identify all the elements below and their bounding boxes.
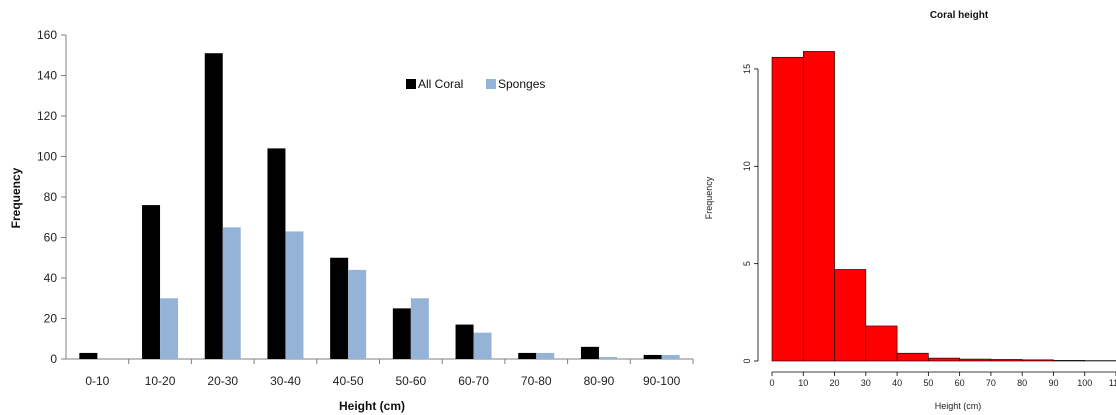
- bar-all-coral-90-100: [643, 354, 662, 359]
- histogram-bar-0-10: [771, 56, 804, 362]
- left-x-tick-label: 50-60: [395, 374, 426, 388]
- right-x-tick-label: 90: [1048, 378, 1058, 388]
- bar-all-coral-50-60: [392, 308, 411, 359]
- right-x-tick-label: 60: [955, 378, 965, 388]
- histogram-bar-60-70: [959, 358, 992, 362]
- bar-all-coral-0-10: [79, 352, 98, 359]
- histogram-chart: Coral height 0 5 10 15 0 10 20 30 40 50 60 70 80 90 10…: [704, 10, 1116, 411]
- bar-all-coral-30-40: [267, 148, 286, 359]
- left-x-tick-label: 60-70: [458, 374, 489, 388]
- left-x-tick-label: 10-20: [145, 374, 176, 388]
- right-axes: [754, 68, 1116, 376]
- left-x-axis-label: Height (cm): [339, 399, 405, 413]
- bar-all-coral-70-80: [518, 352, 537, 359]
- right-y-tick-label: 10: [742, 161, 752, 171]
- bar-all-coral-20-30: [204, 53, 223, 359]
- left-y-tick-label: 0: [50, 352, 57, 366]
- bar-sponges-50-60: [410, 298, 429, 359]
- left-y-tick-label: 160: [37, 28, 57, 42]
- bar-sponges-80-90: [598, 356, 617, 359]
- bar-all-coral-40-50: [330, 257, 349, 359]
- bar-sponges-10-20: [160, 298, 179, 359]
- right-x-axis-label: Height (cm): [935, 401, 982, 411]
- left-tick-labels: 0 20 40 60 80 100 120 140 160 0-10 10-20 20-30 30-40…: [37, 28, 681, 388]
- bar-sponges-40-50: [348, 269, 367, 359]
- right-x-tick-label: 80: [1017, 378, 1027, 388]
- left-y-tick-label: 60: [44, 231, 58, 245]
- bar-all-coral-10-20: [142, 205, 161, 359]
- histogram-bar-70-80: [990, 359, 1023, 362]
- bar-all-coral-60-70: [455, 324, 474, 359]
- right-bars: [771, 51, 1116, 362]
- right-chart-title: Coral height: [930, 10, 989, 21]
- histogram-bar-50-60: [928, 357, 960, 362]
- left-x-tick-label: 30-40: [270, 374, 301, 388]
- histogram-bar-10-20: [802, 51, 835, 362]
- legend: All Coral Sponges: [406, 77, 545, 91]
- bar-sponges-30-40: [285, 231, 304, 359]
- right-y-axis-label: Frequency: [704, 176, 714, 219]
- legend-swatch-all-coral: [406, 79, 416, 89]
- legend-swatch-sponges: [486, 79, 496, 89]
- right-tick-labels: 0 5 10 15 0 10 20 30 40 50 60 70 80 90 100 110: [742, 64, 1116, 388]
- right-x-tick-label: 70: [986, 378, 996, 388]
- left-y-tick-label: 80: [44, 190, 58, 204]
- right-x-tick-label: 50: [923, 378, 933, 388]
- right-x-tick-label: 40: [892, 378, 902, 388]
- left-y-axis-label: Frequency: [9, 167, 23, 228]
- right-x-tick-label: 110: [1109, 378, 1116, 388]
- left-y-tick-label: 140: [37, 69, 57, 83]
- left-y-tick-label: 100: [37, 150, 57, 164]
- left-bars: [79, 53, 680, 359]
- right-x-tick-label: 10: [798, 378, 808, 388]
- left-x-tick-label: 90-100: [643, 374, 681, 388]
- right-x-tick-label: 30: [861, 378, 871, 388]
- left-x-tick-label: 80-90: [584, 374, 615, 388]
- bar-sponges-70-80: [536, 352, 555, 359]
- histogram-bar-40-50: [896, 352, 929, 362]
- left-x-tick-label: 0-10: [85, 374, 109, 388]
- right-y-tick-label: 15: [742, 64, 752, 74]
- legend-label-sponges: Sponges: [498, 77, 545, 91]
- right-x-tick-label: 20: [830, 378, 840, 388]
- legend-label-all-coral: All Coral: [418, 77, 463, 91]
- right-y-tick-label: 5: [742, 261, 752, 266]
- left-x-tick-label: 20-30: [207, 374, 238, 388]
- bar-sponges-90-100: [661, 354, 680, 359]
- histogram-bar-30-40: [865, 325, 898, 362]
- left-x-tick-label: 70-80: [521, 374, 552, 388]
- histogram-bar-20-30: [834, 269, 867, 362]
- histogram-bar-90-100: [1053, 360, 1086, 362]
- left-y-tick-label: 40: [44, 271, 58, 285]
- bar-sponges-20-30: [222, 227, 241, 359]
- right-x-tick-label: 0: [769, 378, 774, 388]
- bar-sponges-60-70: [473, 332, 492, 359]
- right-y-tick-label: 0: [742, 358, 752, 363]
- histogram-bar-80-90: [1021, 359, 1054, 362]
- right-x-tick-label: 100: [1077, 378, 1092, 388]
- left-y-tick-label: 20: [44, 312, 58, 326]
- left-x-tick-label: 40-50: [333, 374, 364, 388]
- grouped-bar-chart: 0 20 40 60 80 100 120 140 160 0-10 10-20 20-30 30-40…: [9, 28, 694, 413]
- bar-all-coral-80-90: [580, 346, 599, 359]
- left-y-tick-label: 120: [37, 109, 57, 123]
